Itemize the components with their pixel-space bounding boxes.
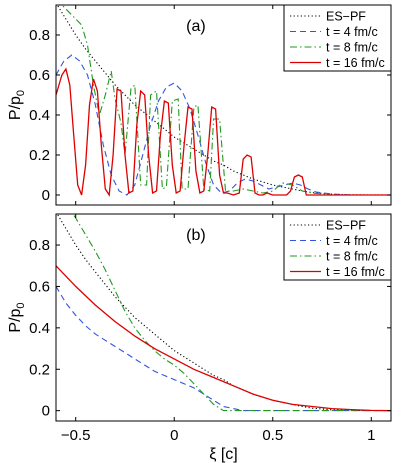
series-line-0 <box>56 214 391 412</box>
series-group <box>56 214 391 412</box>
y-tick-label: 0.2 <box>29 147 50 164</box>
y-axis-label: P/p0 <box>7 302 27 332</box>
axes-frame <box>55 4 392 206</box>
x-tick-label: 1 <box>367 427 375 444</box>
y-tick-label: 0 <box>42 187 50 204</box>
y-tick-label: 0.4 <box>29 107 50 124</box>
panel-label: (b) <box>186 227 206 244</box>
y-tick-label: 0.4 <box>29 320 50 337</box>
legend-entry: ES−PF <box>326 219 366 233</box>
series-line-0 <box>56 5 391 196</box>
x-axis-label: ξ [c] <box>209 446 238 463</box>
panel-a: 0 0.2 0.4 0.6 0.8 P/p0 (a) ES−PFt = 4 fm/c t = 8… <box>7 4 392 206</box>
legend: ES−PFt = 4 fm/c t = 8 fm/ct = 16 fm/c <box>283 4 392 72</box>
legend-entry: t = 16 fm/c <box>326 265 385 279</box>
y-tick-label: 0.6 <box>29 67 50 84</box>
series-group <box>56 5 391 197</box>
series-line-2 <box>61 5 391 196</box>
y-tick-label: 0.8 <box>29 237 50 254</box>
panel-label: (a) <box>186 18 206 35</box>
x-tick-label: 0 <box>170 427 178 444</box>
legend-entry: t = 8 fm/c <box>326 41 378 55</box>
y-tick-label: 0.6 <box>29 278 50 295</box>
y-axis-label: P/p0 <box>7 90 27 120</box>
legend-entry: t = 4 fm/c <box>326 234 378 248</box>
axes-frame <box>55 213 392 422</box>
series-line-1 <box>56 286 391 412</box>
panel-b: 00.20.40.60.8−0.5 0 0.5 1P/p0ξ [c](b)ES−PFt… <box>7 213 392 463</box>
legend-entry: t = 16 fm/c <box>326 56 385 70</box>
y-tick-label: 0.8 <box>29 27 50 44</box>
x-tick-label: −0.5 <box>61 427 91 444</box>
legend-entry: ES−PF <box>326 10 366 24</box>
series-line-2 <box>72 214 391 412</box>
series-line-1 <box>56 54 391 196</box>
y-tick-label: 0.2 <box>29 361 50 378</box>
legend-entry: t = 4 fm/c <box>326 25 378 39</box>
y-tick-label: 0 <box>42 403 50 420</box>
legend: ES−PFt = 4 fm/c t = 8 fm/ct = 16 fm/c <box>283 213 392 281</box>
series-line-3 <box>56 265 391 412</box>
x-tick-label: 0.5 <box>262 427 283 444</box>
series-line-3 <box>56 67 391 197</box>
legend-entry: t = 8 fm/c <box>326 250 378 264</box>
